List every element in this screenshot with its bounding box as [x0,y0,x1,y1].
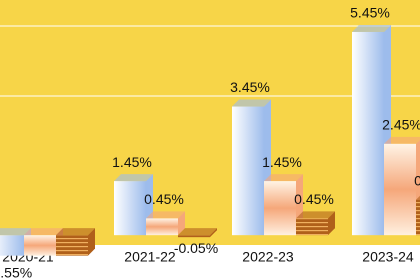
bar [114,181,146,236]
x-tick-label: 2021-22 [124,249,176,265]
value-label: 0.45% [294,191,334,207]
value-label: -0.55% [0,265,32,280]
bar [296,218,328,236]
value-label: 0.95% [414,172,420,188]
bar-side [210,228,217,238]
bar [416,199,420,236]
bar-side [178,211,185,236]
bar-top [264,174,303,182]
bar-top [0,228,31,236]
x-tick-label: 2022-23 [242,249,294,265]
bar-top [384,136,420,144]
value-label: 1.45% [112,154,152,170]
bar [24,235,56,256]
bar [56,235,88,256]
bar [146,218,178,236]
bar-top [416,195,420,200]
bar [264,181,296,236]
bar-top [296,211,335,219]
bar [178,235,210,238]
bar-top [24,228,63,236]
value-label: 5.45% [350,5,390,21]
plot-background [0,0,420,245]
bar [0,235,24,256]
x-tick-label: 2023-24 [362,249,414,265]
bar-top [56,228,95,236]
bar-side [88,228,95,256]
value-label: 0.45% [144,191,184,207]
value-label: -0.05% [174,240,218,256]
bar [232,106,264,236]
bar-top [114,174,153,182]
bar-top [146,211,185,219]
value-label: 2.45% [382,117,420,133]
bar-side [328,211,335,236]
bar [384,143,416,236]
bar-top [352,24,391,32]
value-label: 1.45% [262,154,302,170]
bar-top [232,99,271,107]
bar [352,31,384,236]
bar-top [178,228,217,236]
value-label: 3.45% [230,79,270,95]
